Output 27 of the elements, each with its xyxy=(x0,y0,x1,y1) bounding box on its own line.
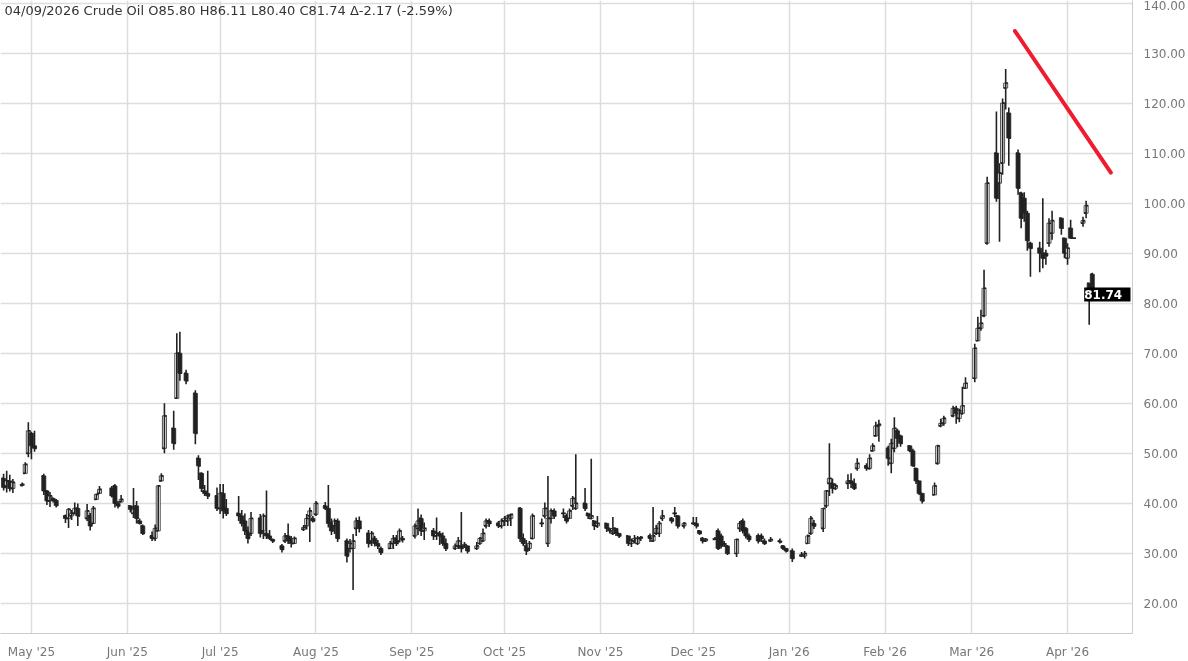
x-tick-label: Nov '25 xyxy=(577,644,624,659)
y-tick-label: 80.00 xyxy=(1143,296,1178,311)
y-tick-label: 50.00 xyxy=(1143,446,1178,461)
x-tick-label: Dec '25 xyxy=(670,644,717,659)
y-tick-label: 130.00 xyxy=(1143,46,1186,61)
x-tick-label: Sep '25 xyxy=(389,644,435,659)
y-tick-label: 40.00 xyxy=(1143,496,1178,511)
y-tick-label: 100.00 xyxy=(1143,196,1186,211)
y-tick-label: 140.00 xyxy=(1143,0,1186,13)
y-tick-label: 20.00 xyxy=(1143,596,1178,611)
x-tick-label: Mar '26 xyxy=(949,644,995,659)
x-tick-label: Apr '26 xyxy=(1045,644,1090,659)
x-tick-label: Jan '26 xyxy=(767,644,810,659)
y-tick-label: 60.00 xyxy=(1143,396,1178,411)
x-tick-label: Oct '25 xyxy=(483,644,527,659)
chart-title: 04/09/2026 Crude Oil O85.80 H86.11 L80.40 C81.74 Δ-2.17 (-2.59%) xyxy=(4,2,453,18)
y-tick-label: 90.00 xyxy=(1143,246,1178,261)
y-tick-label: 30.00 xyxy=(1143,546,1178,561)
x-tick-label: Aug '25 xyxy=(293,644,339,659)
x-tick-label: Jul '25 xyxy=(200,644,239,659)
x-tick-label: Jun '25 xyxy=(105,644,148,659)
y-tick-label: 110.00 xyxy=(1143,146,1186,161)
annotation: 81.74 xyxy=(1084,287,1123,302)
x-tick-label: May '25 xyxy=(7,644,56,659)
y-tick-label: 120.00 xyxy=(1143,96,1186,111)
x-tick-label: Feb '26 xyxy=(863,644,907,659)
y-tick-label: 70.00 xyxy=(1143,346,1178,361)
